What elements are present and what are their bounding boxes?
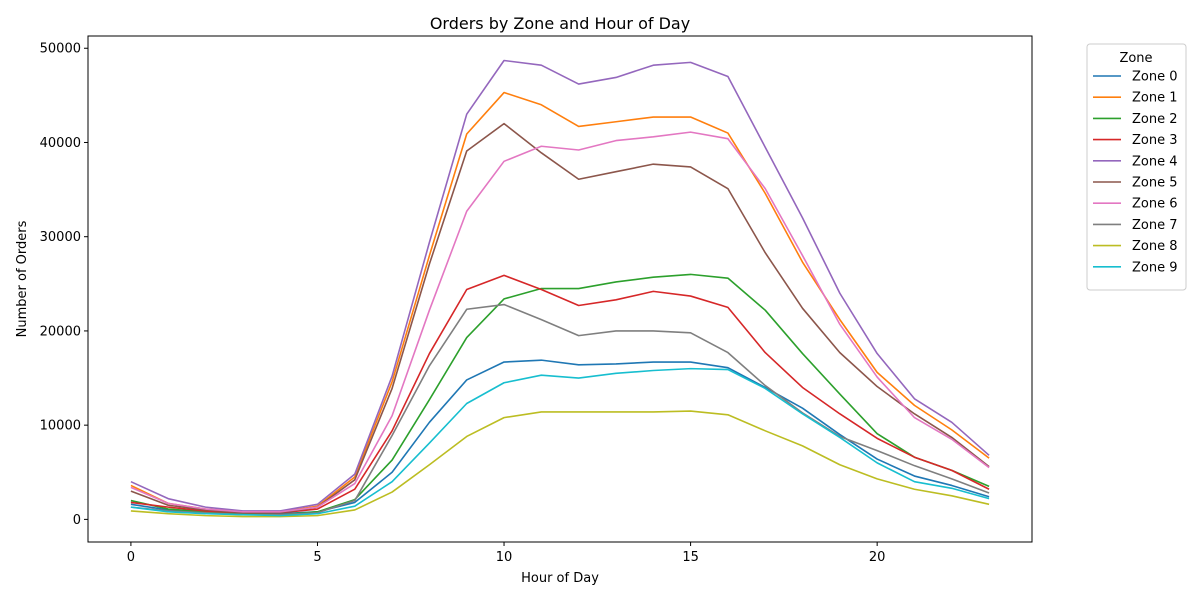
y-tick-label: 50000 (40, 42, 81, 57)
legend-label-zone-1: Zone 1 (1132, 91, 1178, 106)
y-tick-label: 0 (73, 513, 81, 528)
chart-title: Orders by Zone and Hour of Day (430, 14, 690, 33)
x-tick-label: 0 (127, 550, 135, 565)
axis-ticks: 0 5 10 15 20 0 10000 20000 30000 40000 50000 (40, 42, 886, 565)
legend-entries: Zone 0 Zone 1 Zone 2 Zone 3 Zone 4 Zone 5 Zone… (1093, 70, 1178, 275)
legend-label-zone-5: Zone 5 (1132, 176, 1178, 191)
series-line-zone-6 (130, 131, 990, 513)
y-tick-label: 40000 (40, 136, 81, 151)
x-axis-label: Hour of Day (521, 571, 599, 586)
legend-title: Zone (1119, 51, 1152, 66)
legend-box (1086, 43, 1187, 291)
x-tick-label: 15 (682, 550, 699, 565)
series-line-zone-4 (130, 59, 990, 512)
y-tick-label: 20000 (40, 324, 81, 339)
legend-label-zone-2: Zone 2 (1132, 112, 1178, 127)
legend-label-zone-8: Zone 8 (1132, 239, 1178, 254)
y-tick-label: 10000 (40, 419, 81, 434)
series-line-zone-8 (130, 410, 990, 518)
legend-label-zone-4: Zone 4 (1132, 154, 1178, 169)
y-axis-label: Number of Orders (15, 220, 30, 337)
legend-label-zone-3: Zone 3 (1132, 133, 1178, 148)
x-tick-label: 10 (496, 550, 513, 565)
legend-label-zone-7: Zone 7 (1132, 218, 1178, 233)
y-tick-label: 30000 (40, 230, 81, 245)
x-tick-label: 5 (313, 550, 321, 565)
plot-area (130, 59, 990, 518)
legend-label-zone-9: Zone 9 (1132, 260, 1178, 275)
series-line-zone-9 (130, 367, 990, 517)
legend-label-zone-6: Zone 6 (1132, 197, 1178, 212)
x-tick-label: 20 (869, 550, 886, 565)
series-line-zone-5 (130, 122, 990, 514)
legend-label-zone-0: Zone 0 (1132, 70, 1178, 85)
axes-frame (87, 35, 1033, 543)
